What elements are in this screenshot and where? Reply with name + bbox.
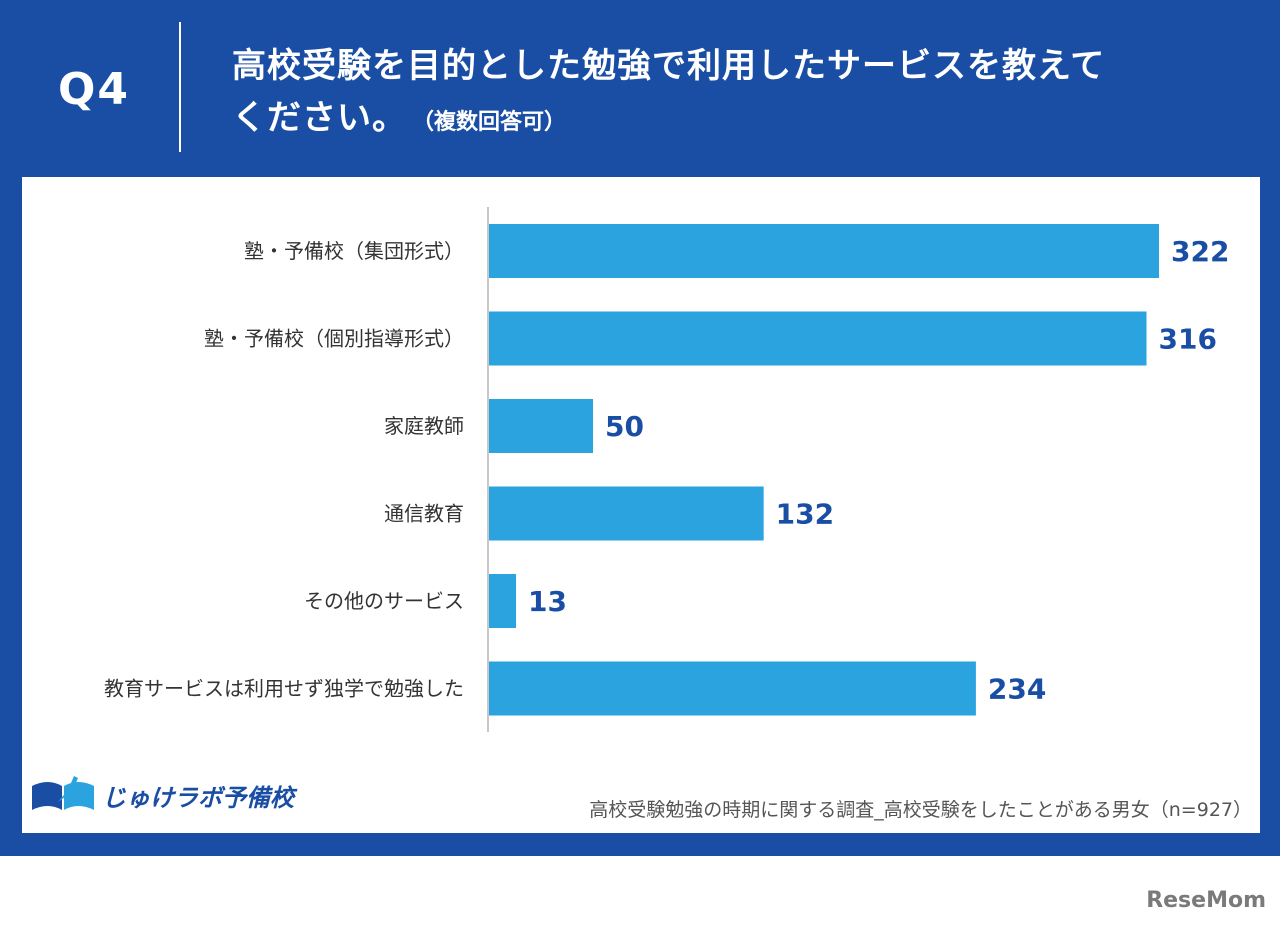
question-title-line2-text: ください。 xyxy=(232,98,407,138)
bar-chart: 塾・予備校（集団形式） 322 塾・予備校（個別指導形式） 316 家庭教師 50 通信教育… xyxy=(104,207,1229,732)
open-book-icon xyxy=(32,776,94,810)
value-label: 234 xyxy=(988,673,1046,706)
bar xyxy=(489,486,764,541)
brand-logo: じゅけラボ予備校 xyxy=(28,772,298,820)
bar xyxy=(489,311,1147,366)
bar xyxy=(489,224,1159,278)
chart-panel: 塾・予備校（集団形式） 322 塾・予備校（個別指導形式） 316 家庭教師 50 通信教育… xyxy=(22,177,1260,833)
question-frame: Q4 高校受験を目的とした勉強で利用したサービスを教えて ください。 （複数回答可… xyxy=(0,0,1280,856)
survey-source: 高校受験勉強の時期に関する調査_高校受験をしたことがある男女（n=927） xyxy=(589,799,1252,821)
resemom-watermark: ReseMom xyxy=(1146,888,1266,913)
value-label: 316 xyxy=(1159,323,1217,356)
question-note: （複数回答可） xyxy=(423,110,567,135)
value-label: 13 xyxy=(528,585,567,618)
category-label: 塾・予備校（個別指導形式） xyxy=(204,327,464,351)
bar xyxy=(489,399,594,453)
header-divider xyxy=(179,22,181,152)
bar xyxy=(489,661,976,716)
category-label: 家庭教師 xyxy=(384,414,464,438)
question-title: 高校受験を目的とした勉強で利用したサービスを教えて ください。 （複数回答可） xyxy=(232,40,1242,149)
value-label: 50 xyxy=(605,410,644,443)
question-title-line2: ください。 （複数回答可） xyxy=(232,92,1242,149)
category-label: 塾・予備校（集団形式） xyxy=(244,239,464,263)
category-label: その他のサービス xyxy=(304,589,464,613)
value-label: 322 xyxy=(1171,235,1229,268)
value-label: 132 xyxy=(776,498,834,531)
category-label: 通信教育 xyxy=(384,502,464,526)
bar xyxy=(489,574,517,628)
brand-logo-text: じゅけラボ予備校 xyxy=(102,784,294,812)
category-label: 教育サービスは利用せず独学で勉強した xyxy=(104,677,464,701)
question-title-line1: 高校受験を目的とした勉強で利用したサービスを教えて xyxy=(232,46,1106,86)
question-number: Q4 xyxy=(58,64,131,115)
